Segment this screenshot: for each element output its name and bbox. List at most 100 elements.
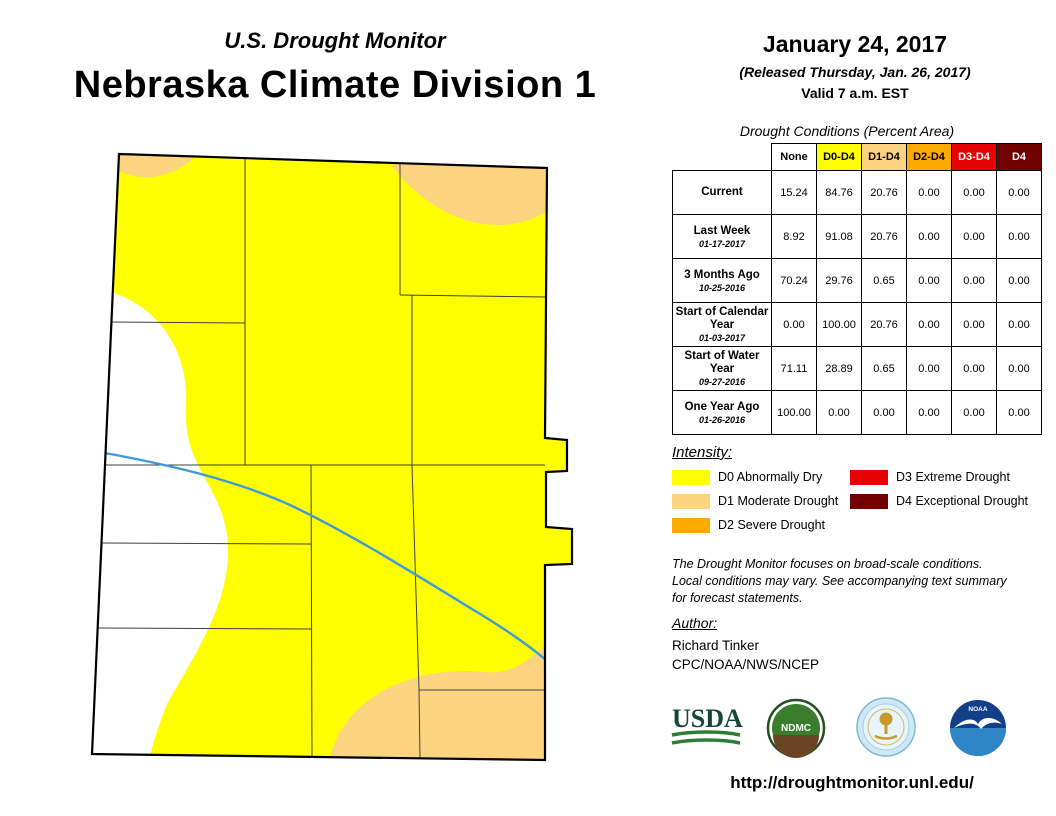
legend-item-d3: D3 Extreme Drought	[850, 469, 1010, 485]
row-sublabel: 10-25-2016	[698, 282, 746, 293]
page-title: Nebraska Climate Division 1	[73, 64, 597, 106]
intensity-heading: Intensity:	[672, 444, 733, 461]
report-supertitle: U.S. Drought Monitor	[224, 28, 446, 53]
row-label: One Year Ago 01-26-2016	[672, 390, 772, 435]
droughtmonitor-url-link[interactable]: http://droughtmonitor.unl.edu/	[730, 773, 974, 792]
valid-time: Valid 7 a.m. EST	[801, 85, 909, 101]
svg-text:NDMC: NDMC	[781, 723, 811, 734]
usda-logo: USDA	[671, 704, 743, 745]
legend-item-d2: D2 Severe Drought	[672, 517, 825, 533]
table-cell: 0.00	[996, 390, 1042, 435]
table-row-start-calendar-year: Start of Calendar Year 01-03-2017 0.00 1…	[672, 302, 1042, 347]
row-sublabel: 01-26-2016	[698, 414, 746, 425]
table-row-last-week: Last Week 01-17-2017 8.92 91.08 20.76 0.…	[672, 214, 1042, 259]
map-region-d1-northeast	[387, 159, 547, 225]
table-cell: 0.00	[996, 170, 1042, 215]
table-row-start-water-year: Start of Water Year 09-27-2016 71.11 28.…	[672, 346, 1042, 391]
noaa-logo: NOAA	[950, 700, 1006, 756]
legend-label: D0 Abnormally Dry	[718, 470, 823, 484]
table-cell: 0.00	[951, 214, 997, 259]
table-row-3-months-ago: 3 Months Ago 10-25-2016 70.24 29.76 0.65…	[672, 258, 1042, 303]
table-cell: 28.89	[816, 346, 862, 391]
table-cell: 0.00	[996, 214, 1042, 259]
table-cell: 0.00	[816, 390, 862, 435]
disclaimer-note: The Drought Monitor focuses on broad-sca…	[672, 557, 1007, 605]
table-cell: 84.76	[816, 170, 862, 215]
river-line	[104, 451, 547, 661]
table-cell: 71.11	[771, 346, 817, 391]
map-region-d1-northwest	[118, 154, 195, 178]
column-header-d1d4: D1-D4	[861, 143, 907, 171]
table-cell: 15.24	[771, 170, 817, 215]
table-cell: 0.00	[996, 258, 1042, 303]
table-cell: 0.00	[906, 302, 952, 347]
table-cell: 0.00	[771, 302, 817, 347]
table-cell: 0.00	[996, 346, 1042, 391]
row-sublabel: 09-27-2016	[698, 377, 746, 387]
table-row-current: Current 15.24 84.76 20.76 0.00 0.00 0.00	[672, 170, 1042, 215]
d2-color-swatch	[672, 517, 710, 533]
legend-item-d1: D1 Moderate Drought	[672, 493, 838, 509]
d3-color-swatch	[850, 469, 888, 485]
table-cell: 100.00	[816, 302, 862, 347]
table-cell: 0.00	[951, 170, 997, 215]
map-region-none	[92, 292, 229, 756]
table-header-row: None D0-D4 D1-D4 D2-D4 D3-D4 D4	[673, 143, 1042, 171]
column-header-none: None	[771, 143, 817, 171]
row-label: Start of Water Year 09-27-2016	[672, 346, 772, 391]
row-sublabel: 01-17-2017	[698, 238, 746, 249]
row-label: Current	[672, 170, 772, 215]
author-organization: CPC/NOAA/NWS/NCEP	[672, 657, 820, 672]
table-cell: 0.00	[861, 390, 907, 435]
legend-label: D4 Exceptional Drought	[896, 494, 1029, 508]
author-heading: Author:	[672, 615, 718, 631]
table-cell: 0.65	[861, 346, 907, 391]
column-header-d0d4: D0-D4	[816, 143, 862, 171]
table-cell: 0.00	[906, 390, 952, 435]
map-region-d1-southeast	[330, 645, 545, 760]
svg-text:NOAA: NOAA	[968, 706, 987, 713]
svg-text:USDA: USDA	[672, 704, 743, 733]
report-date: January 24, 2017	[762, 31, 948, 57]
table-cell: 20.76	[861, 170, 907, 215]
column-header-d2d4: D2-D4	[906, 143, 952, 171]
cpc-seal-logo	[856, 697, 916, 757]
table-cell: 0.00	[906, 346, 952, 391]
table-cell: 91.08	[816, 214, 862, 259]
table-cell: 0.00	[951, 390, 997, 435]
legend-item-d0: D0 Abnormally Dry	[672, 469, 822, 485]
table-row-one-year-ago: One Year Ago 01-26-2016 100.00 0.00 0.00…	[672, 390, 1042, 435]
table-cell: 29.76	[816, 258, 862, 303]
date-block: January 24, 2017 (Released Thursday, Jan…	[690, 31, 1020, 101]
table-cell: 8.92	[771, 214, 817, 259]
county-boundaries	[97, 158, 546, 759]
table-cell: 100.00	[771, 390, 817, 435]
table-cell: 0.00	[951, 302, 997, 347]
table-corner-cell	[673, 144, 772, 171]
row-label: Start of Calendar Year 01-03-2017	[672, 302, 772, 347]
legend-item-d4: D4 Exceptional Drought	[850, 493, 1028, 509]
release-date: (Released Thursday, Jan. 26, 2017)	[739, 64, 971, 80]
ndmc-logo: NDMC	[766, 698, 826, 758]
legend-label: D1 Moderate Drought	[718, 494, 839, 508]
drought-conditions-table: None D0-D4 D1-D4 D2-D4 D3-D4 D4 Current …	[672, 143, 1042, 435]
column-header-d3d4: D3-D4	[951, 143, 997, 171]
table-cell: 0.00	[906, 214, 952, 259]
d4-color-swatch	[850, 493, 888, 509]
table-cell: 0.00	[951, 346, 997, 391]
table-cell: 70.24	[771, 258, 817, 303]
author-name: Richard Tinker	[672, 638, 760, 653]
table-cell: 0.65	[861, 258, 907, 303]
table-cell: 0.00	[996, 302, 1042, 347]
legend-label: D3 Extreme Drought	[896, 470, 1010, 484]
climate-division-map	[90, 152, 574, 762]
d1-color-swatch	[672, 493, 710, 509]
table-title: Drought Conditions (Percent Area)	[739, 123, 955, 139]
table-cell: 0.00	[906, 258, 952, 303]
table-cell: 0.00	[906, 170, 952, 215]
row-sublabel: 01-03-2017	[698, 333, 746, 343]
column-header-d4: D4	[996, 143, 1042, 171]
row-label: 3 Months Ago 10-25-2016	[672, 258, 772, 303]
table-cell: 20.76	[861, 302, 907, 347]
